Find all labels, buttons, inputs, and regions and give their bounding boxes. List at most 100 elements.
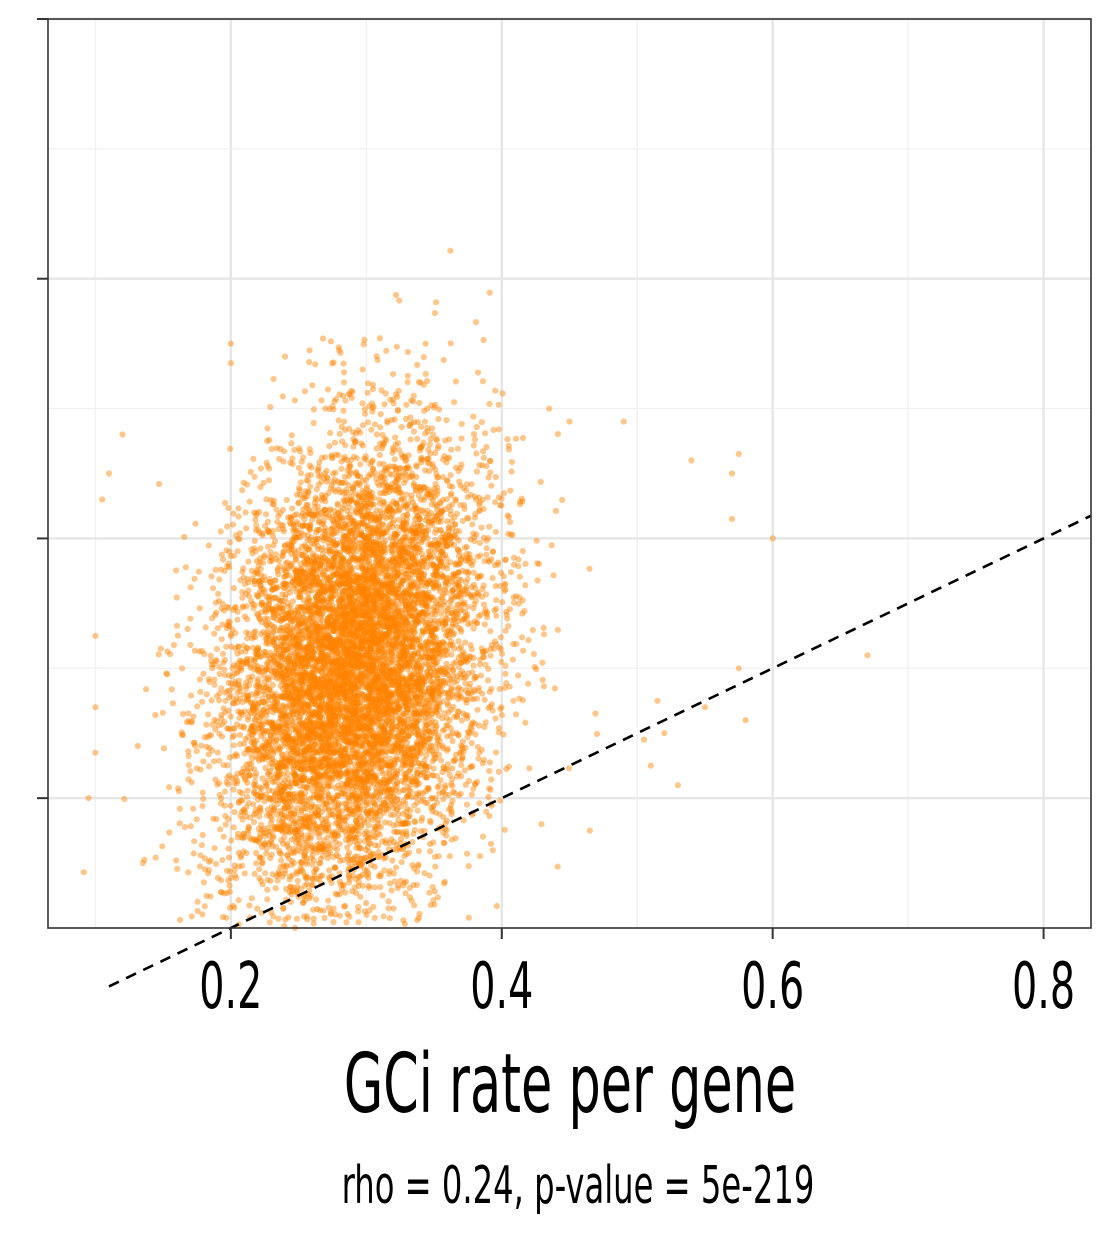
scatter-point: [348, 669, 355, 676]
scatter-point: [341, 418, 348, 425]
scatter-point: [320, 600, 327, 608]
scatter-point: [376, 482, 383, 489]
scatter-point: [343, 612, 350, 619]
scatter-point: [404, 348, 411, 356]
scatter-point: [326, 874, 333, 881]
scatter-point: [437, 777, 444, 784]
scatter-point: [225, 845, 232, 852]
scatter-point: [499, 599, 506, 606]
scatter-point: [216, 791, 223, 799]
scatter-point: [365, 591, 372, 598]
scatter-point: [312, 730, 319, 738]
scatter-point: [269, 636, 277, 643]
scatter-point: [156, 480, 163, 488]
scatter-point: [515, 563, 522, 570]
scatter-point: [413, 616, 420, 624]
scatter-point: [334, 636, 341, 643]
scatter-point: [339, 596, 346, 603]
scatter-point: [419, 769, 426, 776]
scatter-point: [353, 748, 360, 755]
scatter-point: [217, 889, 225, 896]
scatter-point: [380, 738, 387, 745]
scatter-point: [208, 697, 215, 704]
scatter-point: [278, 762, 285, 769]
scatter-point: [302, 872, 309, 880]
scatter-point: [505, 763, 512, 770]
scatter-point: [365, 567, 372, 574]
scatter-point: [244, 787, 251, 794]
scatter-point: [220, 556, 227, 563]
scatter-point: [420, 695, 427, 702]
scatter-point: [394, 483, 402, 490]
scatter-point: [230, 510, 237, 517]
scatter-point: [467, 642, 474, 649]
scatter-point: [221, 672, 228, 679]
scatter-point: [168, 686, 175, 693]
scatter-point: [254, 662, 261, 670]
scatter-point: [307, 754, 314, 761]
scatter-point: [332, 638, 339, 645]
scatter-point: [187, 823, 194, 830]
scatter-point: [357, 461, 364, 468]
scatter-point: [275, 657, 282, 664]
scatter-point: [312, 846, 319, 853]
scatter-point: [356, 482, 363, 489]
scatter-point: [321, 597, 328, 604]
scatter-point: [304, 555, 311, 562]
scatter-point: [257, 465, 264, 472]
scatter-point: [216, 757, 223, 764]
scatter-point: [351, 668, 358, 676]
scatter-point: [423, 649, 430, 656]
scatter-point: [209, 585, 217, 592]
scatter-point: [401, 642, 408, 649]
scatter-point: [376, 807, 383, 815]
scatter-point: [193, 816, 200, 823]
scatter-point: [310, 555, 317, 562]
scatter-point: [295, 464, 302, 471]
scatter-point: [472, 319, 480, 326]
scatter-point: [409, 861, 416, 869]
scatter-point: [231, 809, 238, 816]
scatter-point: [344, 756, 351, 763]
scatter-point: [352, 610, 359, 617]
scatter-point: [474, 369, 482, 376]
scatter-point: [502, 670, 509, 678]
scatter-point: [317, 714, 324, 721]
scatter-point: [311, 748, 318, 756]
scatter-point: [169, 700, 176, 707]
scatter-point: [416, 511, 423, 518]
scatter-point: [369, 547, 376, 555]
scatter-point: [300, 597, 307, 604]
scatter-point: [252, 837, 259, 844]
scatter-point: [426, 817, 434, 824]
scatter-point: [276, 662, 283, 669]
scatter-point: [429, 489, 436, 496]
scatter-point: [415, 618, 422, 625]
scatter-point: [292, 685, 299, 693]
scatter-point: [353, 788, 360, 795]
scatter-point: [80, 869, 87, 876]
scatter-point: [507, 569, 514, 576]
scatter-point: [417, 645, 424, 652]
scatter-point: [473, 450, 480, 457]
scatter-point: [391, 456, 398, 463]
scatter-point: [488, 776, 495, 783]
scatter-point: [341, 903, 349, 910]
scatter-point: [230, 786, 237, 793]
scatter-point: [194, 703, 201, 710]
scatter-point: [379, 892, 386, 899]
scatter-point: [363, 711, 371, 718]
scatter-point: [318, 675, 325, 682]
scatter-point: [365, 882, 372, 889]
scatter-point: [592, 710, 599, 717]
scatter-point: [487, 840, 495, 847]
scatter-point: [230, 742, 237, 749]
scatter-point: [448, 446, 455, 453]
scatter-point: [253, 860, 260, 867]
scatter-point: [152, 854, 159, 861]
scatter-point: [291, 826, 299, 833]
scatter-point: [383, 614, 390, 621]
scatter-point: [422, 340, 429, 347]
scatter-point: [485, 793, 492, 801]
